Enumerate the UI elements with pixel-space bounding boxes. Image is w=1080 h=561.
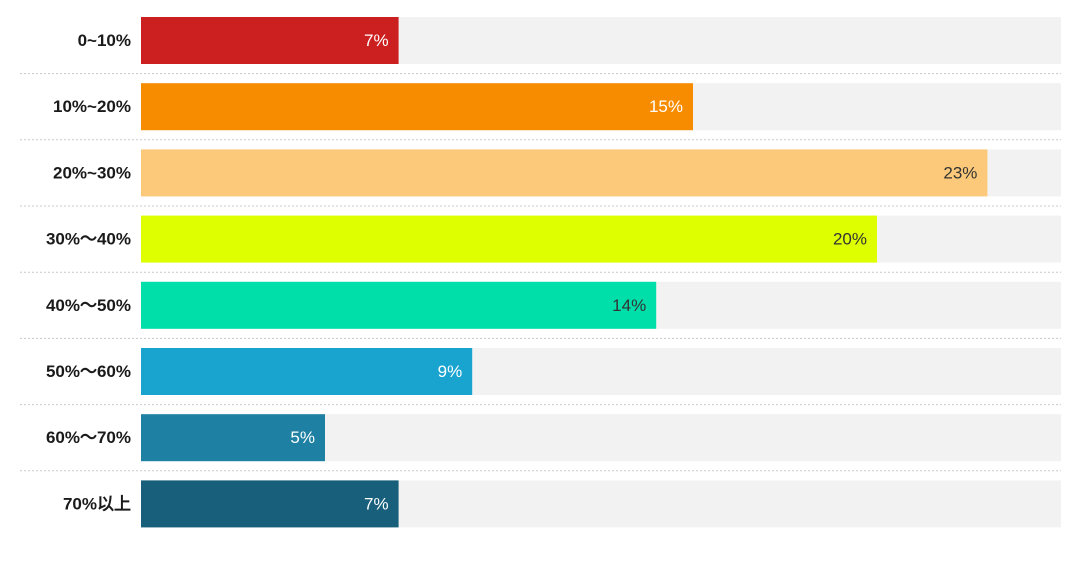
bar	[141, 83, 693, 131]
category-label: 0~10%	[78, 31, 131, 50]
value-label: 5%	[290, 428, 315, 447]
value-label: 9%	[438, 362, 463, 381]
value-label: 15%	[649, 97, 683, 116]
value-label: 7%	[364, 494, 389, 513]
bar-rows: 0~10% 7% 10%~20% 15% 20%~30% 23% 30%～40% 20% 40%…	[20, 17, 1061, 528]
bar	[141, 348, 473, 395]
bar	[141, 215, 877, 263]
value-label: 23%	[943, 163, 977, 182]
value-label: 20%	[833, 230, 867, 249]
category-label: 20%~30%	[53, 163, 131, 182]
bar	[141, 17, 399, 64]
value-label: 14%	[612, 296, 646, 315]
value-label: 7%	[364, 31, 389, 50]
category-label: 30%～40%	[46, 230, 131, 249]
category-label: 70%以上	[63, 494, 131, 513]
category-label: 10%~20%	[53, 97, 131, 116]
category-label: 60%～70%	[46, 428, 131, 447]
bar	[141, 149, 988, 197]
bar	[141, 281, 657, 329]
bar	[141, 414, 325, 462]
category-label: 50%～60%	[46, 362, 131, 381]
category-label: 40%～50%	[46, 296, 131, 315]
bar	[141, 480, 399, 528]
